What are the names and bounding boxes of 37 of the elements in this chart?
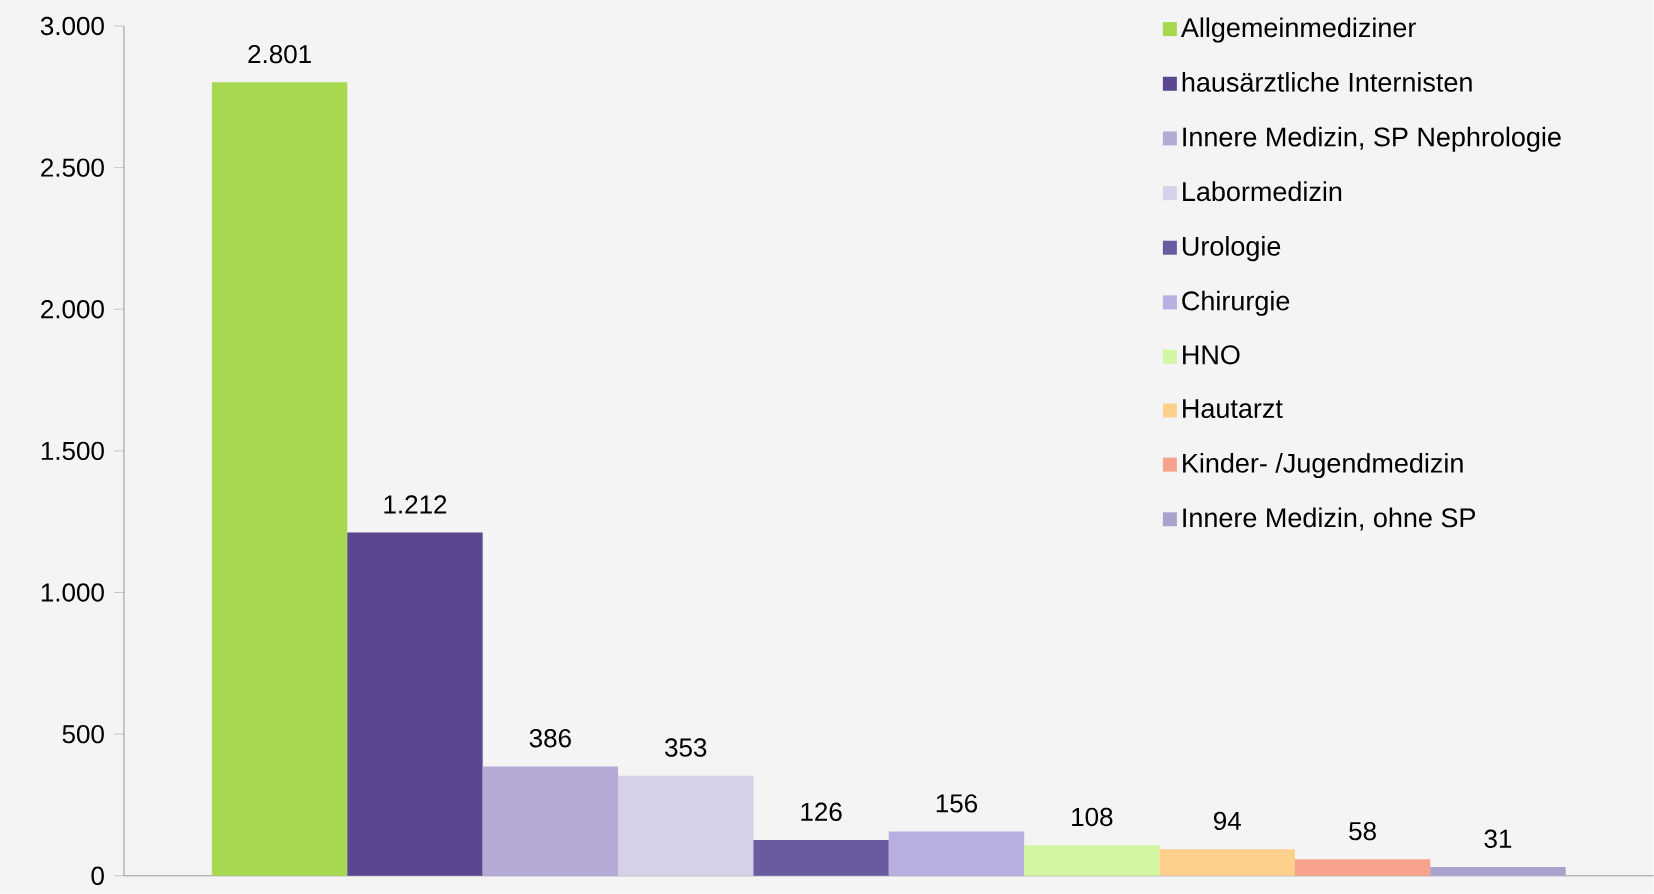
- data-label: 2.801: [248, 45, 311, 64]
- legend-label: Innere Medizin, SP Nephrologie: [1183, 126, 1561, 152]
- data-label: 1.212: [384, 495, 447, 514]
- bar: [211, 82, 348, 876]
- data-label: 353: [665, 738, 707, 757]
- bar: [618, 775, 754, 876]
- y-tick-label: 1.000: [41, 583, 104, 602]
- data-label: 126: [801, 802, 842, 822]
- y-tick-label: 3.000: [40, 16, 104, 36]
- data-label: 94: [1213, 811, 1241, 831]
- data-label: 31: [1484, 829, 1512, 849]
- legend-label: Urologie: [1182, 236, 1281, 262]
- data-label: 108: [1072, 807, 1113, 827]
- y-tick-label: 0: [91, 866, 104, 886]
- data-label: 156: [936, 794, 978, 813]
- bar: [753, 840, 889, 876]
- bar: [1024, 845, 1160, 876]
- legend-label: Chirurgie: [1182, 290, 1290, 316]
- bar: [347, 532, 483, 876]
- bar: [888, 831, 1025, 876]
- bar: [1159, 849, 1295, 876]
- y-tick-label: 1.500: [41, 441, 104, 461]
- y-tick-label: 500: [62, 725, 104, 744]
- y-tick-label: 2.000: [41, 300, 104, 319]
- legend-label: Labormedizin: [1183, 181, 1342, 202]
- y-tick-label: 2.500: [41, 158, 104, 177]
- legend-label: HNO: [1183, 345, 1240, 365]
- data-label: 58: [1349, 821, 1376, 841]
- bar: [482, 766, 619, 876]
- data-label: 386: [529, 729, 571, 748]
- bar: [1430, 867, 1566, 876]
- bar: [1294, 859, 1431, 876]
- legend-label: Allgemeinmediziner: [1180, 17, 1416, 43]
- legend-label: hausärztliche Internisten: [1182, 72, 1472, 92]
- legend-label: Hautarzt: [1183, 399, 1283, 419]
- legend-label: Kinder- /Jugendmedizin: [1183, 453, 1463, 479]
- legend-label: Innere Medizin, ohne SP: [1183, 507, 1476, 531]
